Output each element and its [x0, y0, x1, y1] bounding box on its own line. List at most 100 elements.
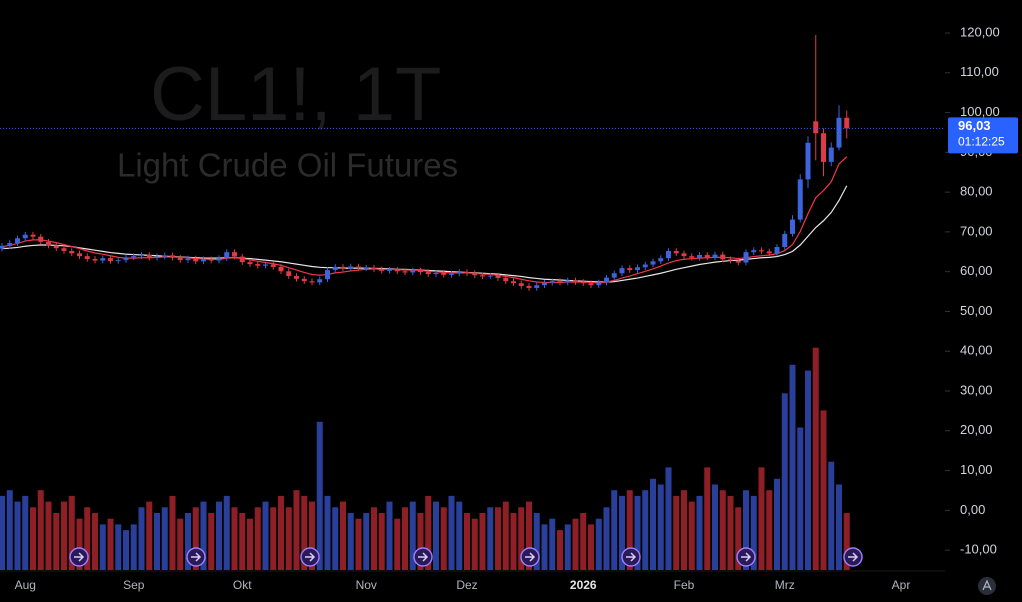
- volume-bar: [828, 461, 835, 570]
- volume-bar: [843, 513, 850, 570]
- candle-body: [743, 252, 749, 263]
- candle-body: [774, 247, 780, 254]
- candle-body: [356, 266, 361, 269]
- event-icon[interactable]: [736, 547, 756, 567]
- volume-bar: [92, 513, 98, 570]
- volume-bar: [727, 495, 734, 570]
- candle-body: [580, 282, 586, 284]
- volume-bar: [340, 501, 346, 570]
- x-tick-label: Sep: [123, 578, 145, 592]
- candle-body: [7, 243, 13, 246]
- event-icon[interactable]: [621, 547, 641, 567]
- volume-bar: [231, 507, 238, 570]
- x-tick-label: 2026: [570, 578, 597, 592]
- volume-bar: [719, 490, 726, 570]
- event-icon[interactable]: [300, 547, 320, 567]
- volume-bar: [634, 495, 641, 570]
- volume-bar: [650, 478, 656, 570]
- candle-body: [627, 268, 633, 271]
- volume-bar: [177, 518, 184, 570]
- candle-body: [247, 262, 253, 265]
- candle-body: [201, 259, 206, 262]
- x-tick-label: Nov: [356, 578, 377, 592]
- volume-bar: [192, 507, 199, 570]
- volume-bar: [115, 524, 122, 570]
- y-tick-label: 60,00: [960, 263, 993, 278]
- candle-body: [681, 253, 687, 257]
- volume-bar: [681, 490, 687, 570]
- candle-body: [154, 256, 160, 258]
- volume-bar: [502, 501, 509, 570]
- volume-bar: [402, 507, 408, 570]
- event-icon[interactable]: [413, 547, 433, 567]
- candle-body: [487, 275, 493, 277]
- candle-body: [464, 272, 470, 274]
- y-tick-label: 40,00: [960, 343, 993, 358]
- volume-bar: [332, 507, 339, 570]
- candle-body: [441, 272, 447, 275]
- candle-body: [92, 258, 98, 261]
- volume-bar: [216, 501, 222, 570]
- candle-body: [511, 281, 516, 284]
- volume-bar: [347, 513, 354, 570]
- candle-body: [472, 273, 478, 276]
- candle-body: [518, 283, 524, 286]
- volume-bar: [464, 513, 470, 570]
- candle-body: [348, 266, 354, 269]
- volume-bar: [270, 507, 277, 570]
- candle-body: [123, 257, 129, 261]
- candle-body: [69, 250, 75, 254]
- candle-body: [456, 272, 462, 274]
- volume-bar: [557, 530, 563, 570]
- volume-bar: [161, 507, 168, 570]
- candle-body: [30, 234, 36, 237]
- candle-body: [301, 278, 307, 282]
- event-icon[interactable]: [69, 547, 89, 567]
- candle-body: [813, 121, 819, 134]
- candle-body: [782, 233, 788, 248]
- last-price-box: [948, 117, 1018, 154]
- volume-bar: [301, 495, 308, 570]
- candle-body: [449, 273, 454, 275]
- candle-body: [255, 264, 261, 266]
- candle-body: [534, 285, 540, 288]
- event-icon[interactable]: [186, 547, 206, 567]
- candle-body: [294, 276, 299, 279]
- candle-body: [410, 270, 416, 273]
- volume-bar: [0, 495, 5, 570]
- volume-bar: [138, 507, 145, 570]
- candle-body: [317, 279, 323, 283]
- candle-body: [232, 252, 237, 257]
- volume-bar: [76, 518, 83, 570]
- event-icon[interactable]: [843, 547, 863, 567]
- auto-scale-button[interactable]: [978, 577, 996, 595]
- candle-body: [557, 281, 563, 283]
- volume-bar: [14, 501, 21, 570]
- y-tick-label: 0,00: [960, 502, 985, 517]
- volume-bar: [750, 495, 757, 570]
- candle-body: [480, 275, 485, 277]
- candle-body: [325, 270, 330, 280]
- volume-bar: [766, 490, 773, 570]
- candle-body: [216, 258, 222, 261]
- candle-body: [38, 236, 44, 242]
- event-icon[interactable]: [520, 547, 540, 567]
- volume-bar: [456, 501, 463, 570]
- volume-bar: [262, 501, 269, 570]
- y-tick-label: 20,00: [960, 422, 993, 437]
- candle-body: [340, 266, 346, 269]
- candle-body: [759, 250, 764, 252]
- x-tick-label: Mrz: [775, 578, 795, 592]
- y-tick-label: 80,00: [960, 184, 993, 199]
- countdown-label: 01:12:25: [958, 135, 1005, 149]
- volume-bar: [541, 524, 548, 570]
- candle-body: [332, 266, 338, 271]
- candle-body: [363, 267, 369, 269]
- volume-bar: [107, 518, 114, 570]
- volume-bar: [409, 501, 416, 570]
- candle-body: [270, 264, 276, 267]
- volume-bar: [293, 490, 300, 570]
- candle-body: [526, 285, 532, 288]
- volume-bar: [657, 484, 664, 570]
